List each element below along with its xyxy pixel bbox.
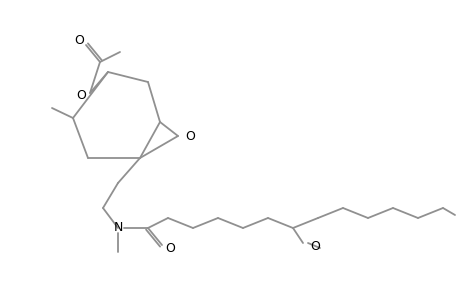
Text: O: O xyxy=(74,34,84,46)
Text: O: O xyxy=(165,242,174,256)
Text: O: O xyxy=(309,241,319,254)
Text: O: O xyxy=(185,130,195,142)
Text: O: O xyxy=(76,88,86,101)
Text: N: N xyxy=(113,221,123,235)
